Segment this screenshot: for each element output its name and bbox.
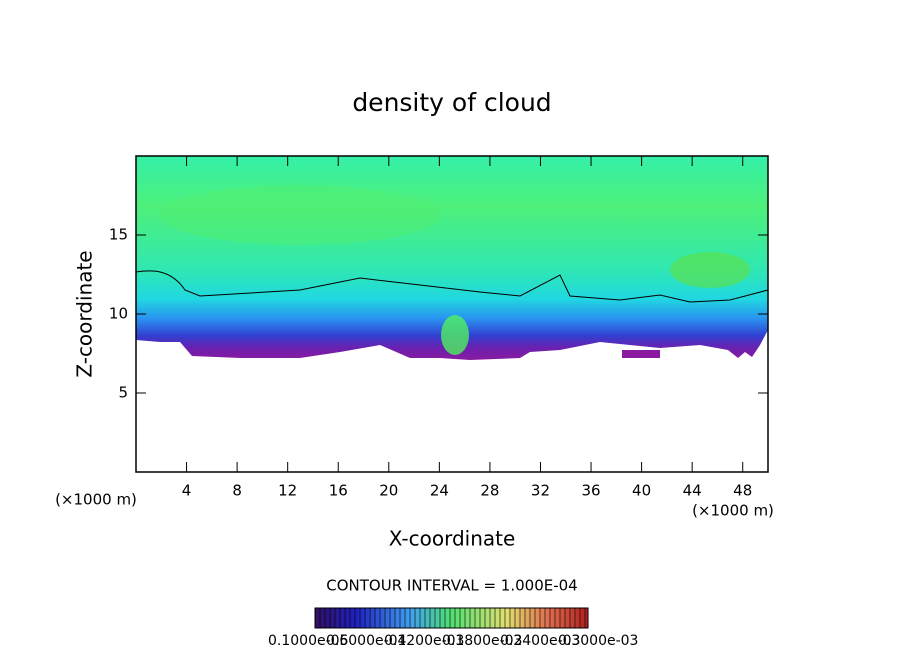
x-tick-label: 36 — [581, 482, 600, 500]
y-tick-label: 5 — [118, 384, 128, 402]
field-patch — [441, 315, 469, 355]
x-tick-label: 44 — [683, 482, 702, 500]
contour-line — [135, 270, 769, 303]
x-tick-label: 20 — [379, 482, 398, 500]
x-tick-label: 28 — [480, 482, 499, 500]
y-tick-label: 15 — [109, 226, 128, 244]
y-axis-label: Z-coordinate — [73, 250, 97, 377]
colorbar-label: 0.1000e-05 — [268, 633, 348, 649]
colorbar-label: 0.1200e-03 — [384, 633, 464, 649]
colorbar-label: 0.3000e-03 — [558, 633, 638, 649]
contour-interval: CONTOUR INTERVAL = 1.000E-04 — [326, 577, 577, 595]
field-patch — [670, 252, 750, 288]
x-tick-label: 48 — [733, 482, 752, 500]
colorbar-label: 0.6000e-04 — [326, 633, 407, 649]
colorbar-label: 0.1800e-03 — [442, 633, 522, 649]
y-unit-label: (×1000 m) — [55, 491, 137, 509]
colorbar — [314, 607, 589, 629]
x-tick-label: 24 — [430, 482, 449, 500]
field-patch — [160, 185, 440, 245]
x-tick-label: 16 — [329, 482, 348, 500]
y-tick-label: 10 — [109, 305, 128, 323]
x-axis-label: X-coordinate — [389, 527, 516, 551]
field — [135, 156, 769, 360]
x-unit-label: (×1000 m) — [692, 502, 774, 520]
x-tick-label: 8 — [232, 482, 242, 500]
x-tick-label: 40 — [632, 482, 651, 500]
x-tick-label: 12 — [278, 482, 297, 500]
chart-title: density of cloud — [352, 88, 551, 117]
field-patch — [622, 350, 660, 358]
colorbar-label: 0.2400e-03 — [500, 633, 580, 649]
x-tick-label: 4 — [182, 482, 192, 500]
x-tick-label: 32 — [531, 482, 550, 500]
